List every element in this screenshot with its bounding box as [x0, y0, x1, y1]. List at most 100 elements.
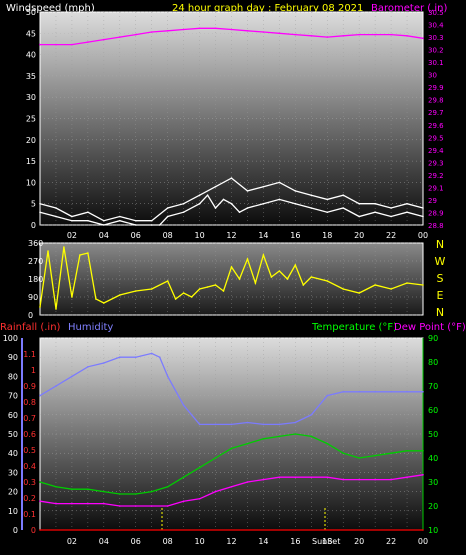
humidity-line-point: [135, 356, 137, 359]
hour-tick-label: 06: [131, 231, 141, 240]
wind-direction-line-point: [39, 306, 41, 308]
windspeed-line-point: [422, 207, 424, 209]
windspeed-line-point: [390, 215, 392, 218]
humidity-line-point: [119, 356, 121, 359]
temperature-tick-label: 80: [428, 358, 438, 367]
humidity-line-point: [294, 421, 297, 424]
wind-direction-line-point: [55, 308, 57, 310]
windspeed-tick-labels: 0 5 10 15 20 25 30 35 40 45 50: [26, 8, 36, 230]
humidity-tick-label: 0: [13, 526, 18, 535]
wind-direction-line-point: [71, 296, 73, 298]
humidity-tick-label: 90: [8, 353, 18, 362]
wind-direction-line-point: [270, 276, 273, 278]
rainfall-tick-label: 0.1: [23, 510, 36, 519]
temperature-line-point: [326, 442, 329, 445]
windspeed-line-point: [119, 219, 121, 222]
barometer-line-point: [230, 28, 233, 31]
temperature-line-point: [39, 481, 41, 483]
wind-direction-line-point: [222, 290, 225, 292]
wind-direction-line-point: [119, 294, 121, 296]
barometer-line-point: [135, 33, 137, 36]
temperature-line-point: [87, 488, 89, 491]
wind-direction-line-point: [198, 288, 201, 290]
barometer-line-point: [262, 31, 265, 33]
windspeed-line-point: [198, 202, 201, 205]
windspeed-tick-label: 35: [26, 72, 36, 81]
windspeed-line-point: [278, 198, 281, 201]
wind-barometer-plot-area: [39, 11, 424, 226]
temperature-line-point: [198, 466, 201, 469]
rainfall-tick-label: 1.1: [23, 350, 36, 359]
windspeed-line-point: [406, 202, 408, 205]
temperature-tick-label: 50: [428, 430, 438, 439]
humidity-tick-label: 50: [8, 430, 18, 439]
temperature-line-point: [246, 442, 249, 445]
temperature-line-point: [262, 438, 265, 440]
wind-direction-line-point: [342, 288, 345, 290]
windspeed-line-point: [230, 177, 233, 179]
barometer-line-point: [358, 33, 361, 36]
barometer-line-point: [87, 41, 89, 43]
hour-tick-label: 06: [131, 537, 141, 546]
barometer-tick-label: 29.3: [428, 159, 444, 167]
windspeed-line-point: [294, 190, 297, 192]
hour-tick-label: 02: [67, 231, 77, 240]
wind-direction-tick-label: 270: [28, 257, 43, 266]
humidity-line-point: [103, 362, 105, 364]
rainfall-tick-label: 0.6: [23, 430, 36, 439]
wind-direction-line-point: [150, 288, 153, 290]
windspeed-line-point: [222, 198, 225, 201]
windspeed-tick-label: 40: [26, 51, 36, 60]
dew-point-line-point: [390, 478, 392, 481]
temperature-humidity-grid: [40, 337, 423, 531]
wind-direction-line-point: [214, 284, 217, 286]
dew-point-line-point: [278, 476, 281, 479]
windspeed-line-point: [166, 207, 169, 209]
dew-point-line-point: [374, 478, 376, 481]
wind-direction-line-point: [286, 278, 289, 280]
humidity-line-point: [39, 394, 41, 397]
humidity-line-point: [71, 375, 73, 378]
dew-point-line-point: [406, 476, 408, 479]
compass-label: W: [435, 255, 446, 268]
hour-tick-label: 00: [418, 537, 428, 546]
compass-label: E: [437, 289, 444, 302]
wind-barometer-hour-labels: 02 04 06 08 10 12 14 16 18 20 22 00: [67, 231, 428, 240]
temperature-line-point: [182, 476, 185, 479]
windspeed-line-point: [310, 194, 313, 196]
temperature-tick-label: 30: [428, 478, 438, 487]
barometer-tick-label: 30.1: [428, 59, 444, 67]
barometer-tick-label: 28.9: [428, 209, 444, 217]
windspeed-line-point: [294, 202, 297, 205]
humidity-line-point: [166, 375, 169, 378]
wind-direction-line-point: [422, 284, 424, 286]
rainfall-tick-label: 0: [31, 526, 36, 535]
dew-point-line-point: [39, 500, 41, 503]
temperature-line-point: [406, 450, 408, 452]
temperature-line-point: [342, 452, 345, 455]
hour-tick-label: 22: [386, 231, 396, 240]
wind-direction-line-point: [262, 254, 265, 256]
rainfall-tick-labels: 0 0.1 0.2 0.3 0.4 0.5 0.6 0.7 0.8 0.9 1 1.1: [23, 350, 36, 535]
rainfall-tick-label: 0.8: [23, 398, 36, 407]
barometer-line-point: [342, 35, 345, 37]
temperature-line-point: [422, 450, 424, 452]
temperature-line-point: [230, 447, 233, 450]
windspeed-line-point: [87, 211, 89, 213]
wind-direction-line-point: [87, 252, 89, 254]
temperature-line-point: [294, 433, 297, 435]
windspeed-tick-label: 50: [26, 8, 36, 17]
barometer-tick-label: 29.4: [428, 147, 444, 155]
wind-direction-tick-label: 90: [28, 293, 38, 302]
dew-point-line-point: [294, 476, 297, 479]
barometer-line-point: [214, 27, 217, 30]
hour-tick-label: 18: [322, 537, 332, 546]
barometer-tick-label: 29.5: [428, 134, 444, 142]
windspeed-line-point: [150, 219, 153, 222]
temperature-tick-label: 70: [428, 382, 438, 391]
windspeed-line-point: [71, 215, 73, 218]
windspeed-tick-label: 30: [26, 93, 36, 102]
wind-direction-line-point: [246, 258, 249, 260]
humidity-tick-label: 20: [8, 488, 18, 497]
